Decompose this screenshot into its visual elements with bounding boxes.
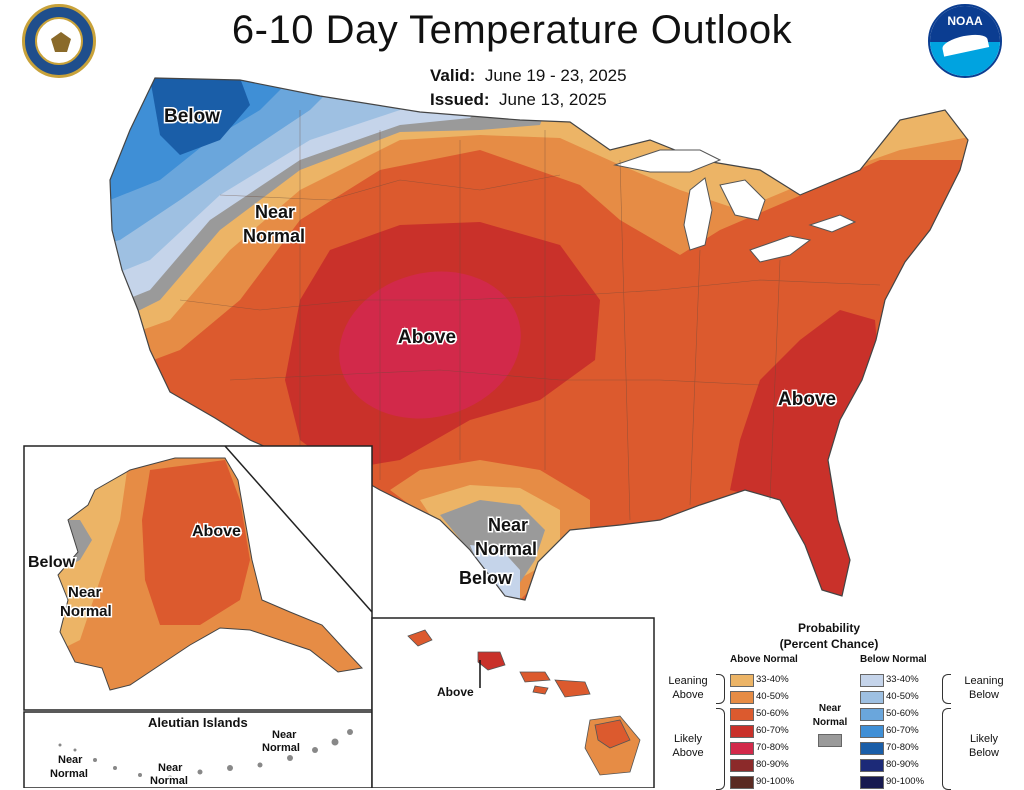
texas-near-label: Near	[488, 515, 528, 535]
hawaii-islands	[407, 629, 641, 776]
texas-below-label: Below	[459, 568, 513, 588]
aleutian-near-a: Near	[58, 754, 83, 766]
aleutian-islands-shapes	[58, 729, 353, 781]
department-of-commerce-seal-icon	[22, 4, 96, 78]
pnw-near-label: Near	[255, 202, 295, 222]
pnw-normal-label: Normal	[243, 226, 305, 246]
above-normal-swatch	[730, 725, 754, 738]
above-normal-swatch-label: 90-100%	[756, 776, 795, 787]
near-normal-swatch	[818, 734, 842, 747]
legend-title: Probability (Percent Chance)	[779, 621, 879, 651]
alaska-normal-label: Normal	[60, 603, 112, 620]
below-normal-heading: Below Normal	[860, 654, 927, 665]
above-normal-swatch-label: 70-80%	[756, 742, 789, 753]
aleutian-normal-b: Normal	[150, 775, 188, 787]
issued-date: Issued: June 13, 2025	[430, 90, 607, 109]
below-normal-swatch	[860, 742, 884, 755]
below-normal-swatch-label: 60-70%	[886, 725, 919, 736]
below-normal-swatch-label: 70-80%	[886, 742, 919, 753]
above-normal-heading: Above Normal	[730, 654, 798, 665]
page-title: 6-10 Day Temperature Outlook	[231, 8, 793, 52]
aleutian-near-c: Near	[272, 729, 297, 741]
below-normal-swatch-label: 40-50%	[886, 691, 919, 702]
aleutian-title: Aleutian Islands	[148, 715, 248, 730]
alaska-above-label: Above	[192, 523, 241, 540]
below-normal-swatch-label: 33-40%	[886, 674, 919, 685]
probability-legend: Probability (Percent Chance) Above Norma…	[660, 618, 1024, 790]
valid-dates: Valid: June 19 - 23, 2025	[430, 66, 627, 85]
near-normal-legend-label: Near Normal	[812, 703, 848, 728]
likely-below-label: Likely Below	[969, 733, 999, 759]
below-normal-swatch	[860, 759, 884, 772]
below-normal-swatch-label: 90-100%	[886, 776, 925, 787]
noaa-logo-icon: NOAA	[928, 4, 1002, 78]
southeast-above-label: Above	[778, 389, 836, 410]
central-above-label: Above	[398, 327, 456, 348]
above-normal-swatch-label: 33-40%	[756, 674, 789, 685]
below-normal-swatch	[860, 674, 884, 687]
conus-outlook	[110, 78, 968, 600]
aleutian-normal-a: Normal	[50, 768, 88, 780]
above-normal-swatch-label: 80-90%	[756, 759, 789, 770]
likely-above-label: Likely Above	[672, 733, 704, 759]
above-normal-swatch-label: 60-70%	[756, 725, 789, 736]
above-normal-swatch	[730, 776, 754, 789]
alaska-near-label: Near	[68, 584, 102, 601]
above-normal-swatch	[730, 742, 754, 755]
alaska-below-label: Below	[28, 554, 76, 571]
below-normal-swatch	[860, 725, 884, 738]
leaning-below-label: Leaning Below	[964, 675, 1004, 701]
below-normal-swatch	[860, 776, 884, 789]
state-lines	[179, 110, 881, 521]
above-normal-swatch	[730, 708, 754, 721]
above-normal-swatch	[730, 674, 754, 687]
aleutian-normal-c: Normal	[262, 742, 300, 754]
above-normal-swatch-label: 50-60%	[756, 708, 789, 719]
below-normal-swatch	[860, 691, 884, 704]
texas-normal-label: Normal	[475, 539, 537, 559]
pnw-below-label: Below	[164, 106, 220, 127]
conus-outline	[109, 77, 969, 601]
above-normal-swatch	[730, 759, 754, 772]
below-normal-swatch-label: 50-60%	[886, 708, 919, 719]
great-lakes	[613, 149, 857, 263]
above-normal-swatch	[730, 691, 754, 704]
hawaii-above-label: Above	[437, 685, 474, 699]
below-normal-swatch	[860, 708, 884, 721]
aleutian-near-b: Near	[158, 762, 183, 774]
above-normal-swatch-label: 40-50%	[756, 691, 789, 702]
below-normal-swatch-label: 80-90%	[886, 759, 919, 770]
leaning-above-label: Leaning Above	[668, 675, 708, 701]
